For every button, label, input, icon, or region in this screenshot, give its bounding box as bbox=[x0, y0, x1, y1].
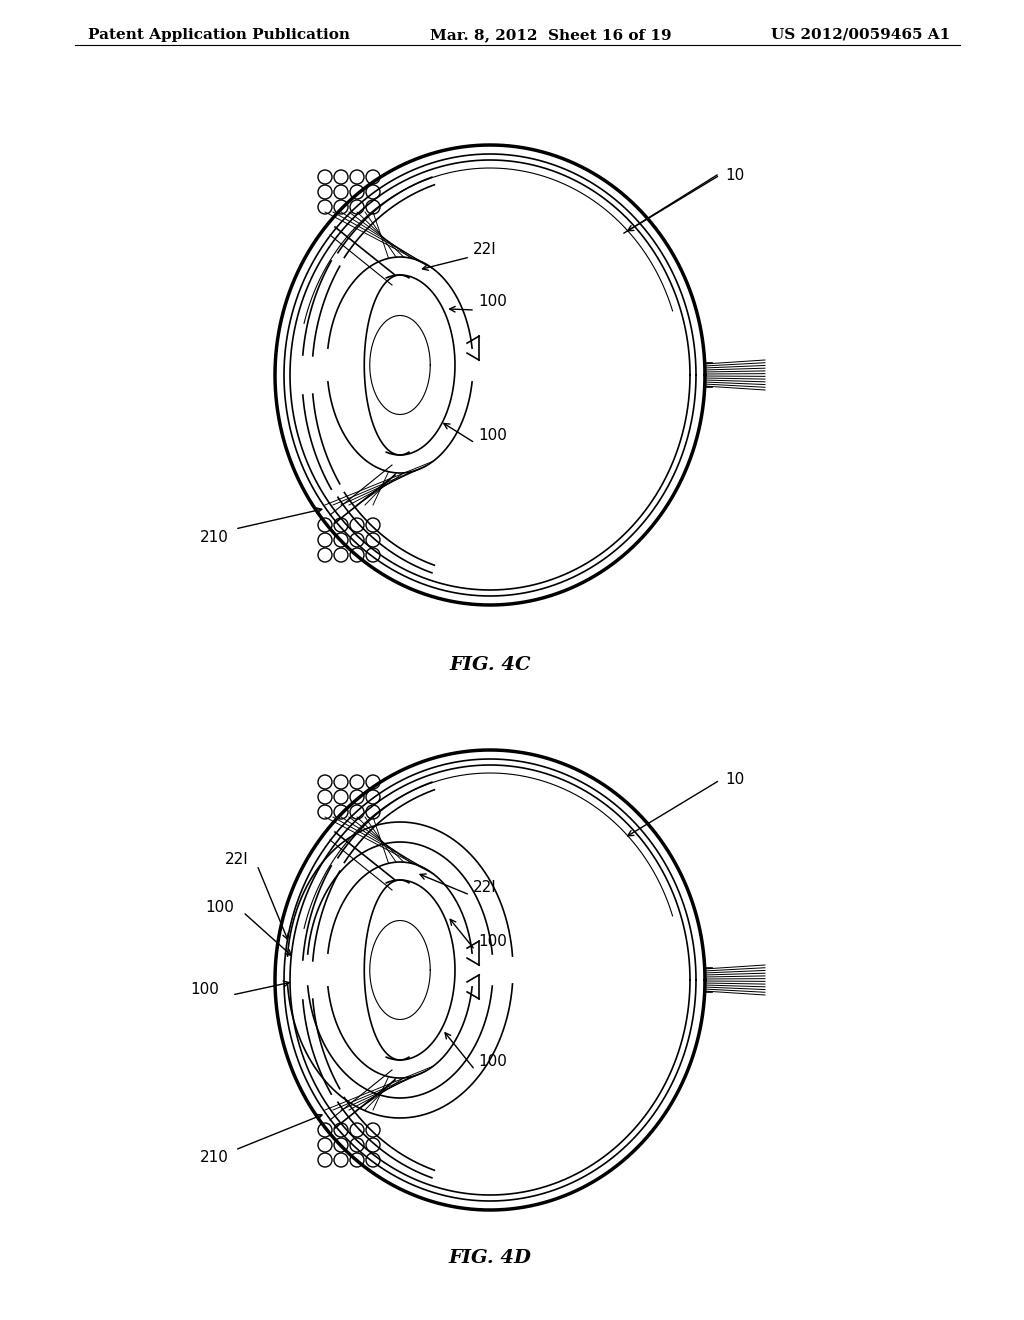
Text: 22I: 22I bbox=[225, 853, 249, 867]
Text: 100: 100 bbox=[190, 982, 219, 998]
Text: Mar. 8, 2012  Sheet 16 of 19: Mar. 8, 2012 Sheet 16 of 19 bbox=[430, 28, 672, 42]
Text: FIG. 4D: FIG. 4D bbox=[449, 1249, 531, 1267]
Text: FIG. 4C: FIG. 4C bbox=[450, 656, 530, 675]
Text: 10: 10 bbox=[725, 168, 744, 182]
Text: 10: 10 bbox=[725, 772, 744, 788]
Text: US 2012/0059465 A1: US 2012/0059465 A1 bbox=[771, 28, 950, 42]
Text: 210: 210 bbox=[200, 1151, 229, 1166]
Text: 100: 100 bbox=[478, 935, 507, 949]
Text: 22I: 22I bbox=[473, 879, 497, 895]
Text: 100: 100 bbox=[478, 294, 507, 309]
Text: Patent Application Publication: Patent Application Publication bbox=[88, 28, 350, 42]
Text: 100: 100 bbox=[205, 899, 233, 915]
Text: 100: 100 bbox=[478, 1055, 507, 1069]
Text: 100: 100 bbox=[478, 428, 507, 442]
Text: 210: 210 bbox=[200, 529, 229, 544]
Text: 22I: 22I bbox=[473, 242, 497, 256]
